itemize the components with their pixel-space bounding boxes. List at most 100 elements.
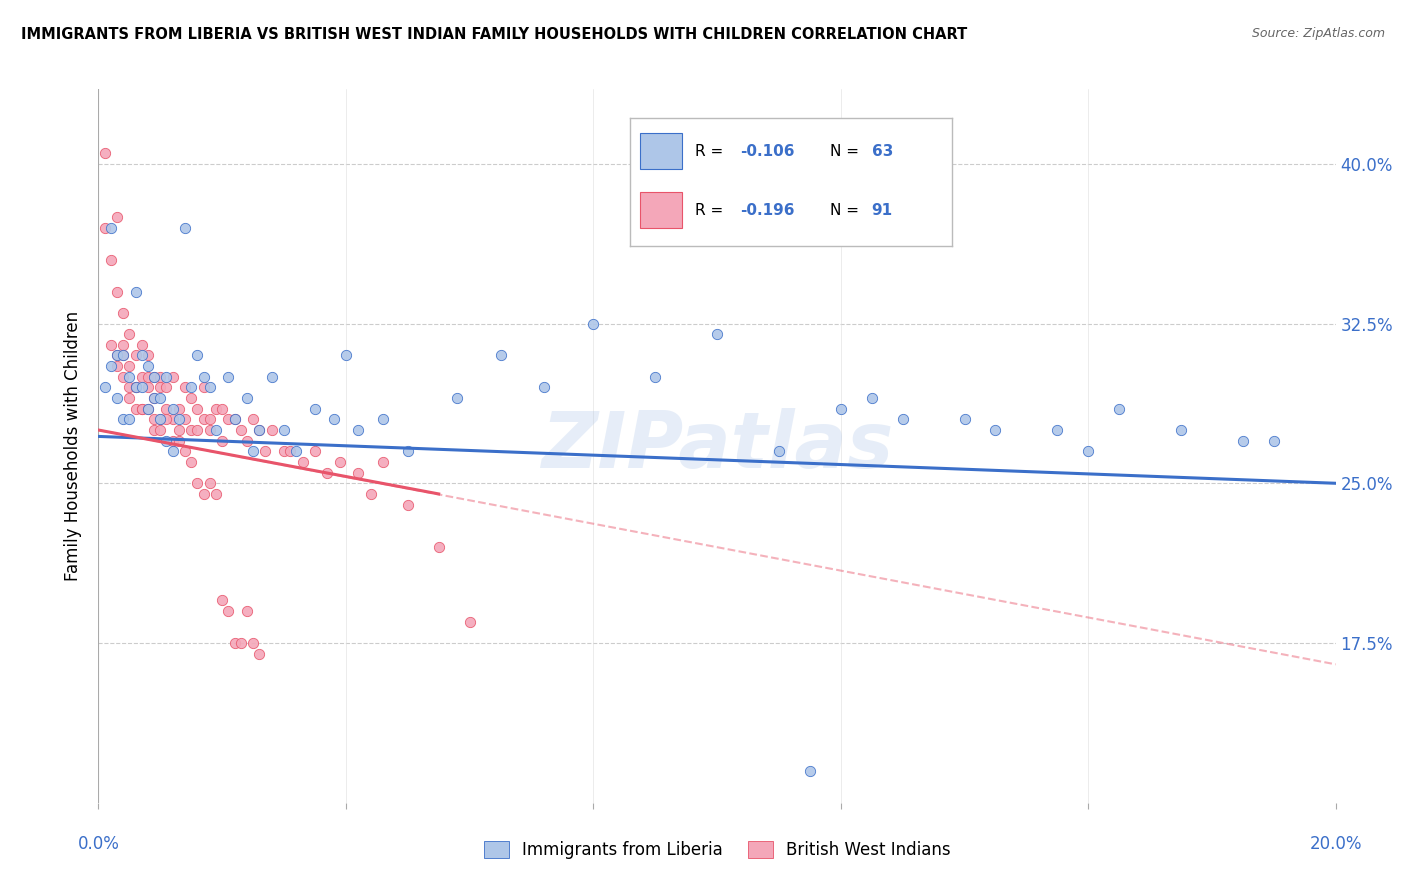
Point xyxy=(124,401,146,416)
Point xyxy=(124,380,146,394)
Point xyxy=(360,487,382,501)
Point xyxy=(105,210,128,224)
Point xyxy=(167,423,190,437)
Point xyxy=(180,455,202,469)
Point xyxy=(136,359,159,373)
Point xyxy=(229,636,252,650)
Point xyxy=(162,434,184,448)
Point xyxy=(93,220,115,235)
Point xyxy=(193,380,215,394)
Point xyxy=(242,636,264,650)
Point xyxy=(304,401,326,416)
Point xyxy=(155,401,177,416)
Point xyxy=(278,444,301,458)
Point xyxy=(273,444,295,458)
Point xyxy=(180,391,202,405)
Point xyxy=(174,380,197,394)
Point xyxy=(211,434,233,448)
Point xyxy=(1108,401,1130,416)
Point xyxy=(105,285,128,299)
Point xyxy=(322,412,344,426)
Point xyxy=(236,434,259,448)
Point xyxy=(242,444,264,458)
Point xyxy=(1232,434,1254,448)
Point xyxy=(93,146,115,161)
Point xyxy=(211,401,233,416)
Point xyxy=(100,220,122,235)
Point xyxy=(193,487,215,501)
Point xyxy=(149,391,172,405)
Point xyxy=(162,369,184,384)
Point xyxy=(112,306,135,320)
Point xyxy=(396,444,419,458)
Point xyxy=(118,359,141,373)
Point xyxy=(143,423,166,437)
Point xyxy=(131,338,153,352)
Point xyxy=(149,412,172,426)
Point xyxy=(93,380,115,394)
Text: N =: N = xyxy=(830,144,863,159)
Point xyxy=(131,401,153,416)
Text: Source: ZipAtlas.com: Source: ZipAtlas.com xyxy=(1251,27,1385,40)
Point xyxy=(242,412,264,426)
Point xyxy=(247,423,270,437)
Point xyxy=(1263,434,1285,448)
Point xyxy=(143,391,166,405)
Point xyxy=(198,476,221,491)
Point xyxy=(582,317,605,331)
Point xyxy=(329,455,352,469)
Text: -0.106: -0.106 xyxy=(740,144,794,159)
Point xyxy=(198,380,221,394)
Point xyxy=(124,349,146,363)
Point xyxy=(489,349,512,363)
Point xyxy=(291,455,314,469)
Point xyxy=(155,369,177,384)
Point xyxy=(136,401,159,416)
Point xyxy=(131,401,153,416)
Point xyxy=(799,764,821,778)
Text: 63: 63 xyxy=(872,144,893,159)
Point xyxy=(112,369,135,384)
Point xyxy=(149,423,172,437)
Point xyxy=(112,349,135,363)
Point xyxy=(124,380,146,394)
Text: ZIPatlas: ZIPatlas xyxy=(541,408,893,484)
Point xyxy=(174,220,197,235)
Point xyxy=(149,412,172,426)
Point xyxy=(347,423,370,437)
Point xyxy=(273,423,295,437)
Point xyxy=(180,423,202,437)
Point xyxy=(143,412,166,426)
Text: R =: R = xyxy=(695,202,728,218)
Point xyxy=(112,412,135,426)
Point xyxy=(149,380,172,394)
Text: R =: R = xyxy=(695,144,728,159)
Point xyxy=(155,380,177,394)
Point xyxy=(143,391,166,405)
Point xyxy=(236,391,259,405)
Point xyxy=(162,444,184,458)
Point xyxy=(143,369,166,384)
Point xyxy=(371,455,394,469)
Point xyxy=(105,349,128,363)
Point xyxy=(112,349,135,363)
Point xyxy=(124,285,146,299)
Y-axis label: Family Households with Children: Family Households with Children xyxy=(65,311,83,581)
Point xyxy=(167,412,190,426)
Point xyxy=(105,349,128,363)
Point xyxy=(100,338,122,352)
Point xyxy=(180,380,202,394)
Text: 91: 91 xyxy=(872,202,893,218)
Point xyxy=(247,647,270,661)
Text: 20.0%: 20.0% xyxy=(1309,835,1362,853)
Point xyxy=(149,369,172,384)
Point xyxy=(768,444,790,458)
Point xyxy=(186,349,208,363)
Point xyxy=(162,401,184,416)
Point xyxy=(105,359,128,373)
Text: 0.0%: 0.0% xyxy=(77,835,120,853)
Point xyxy=(446,391,468,405)
Point xyxy=(347,466,370,480)
Point xyxy=(124,380,146,394)
Point xyxy=(167,434,190,448)
